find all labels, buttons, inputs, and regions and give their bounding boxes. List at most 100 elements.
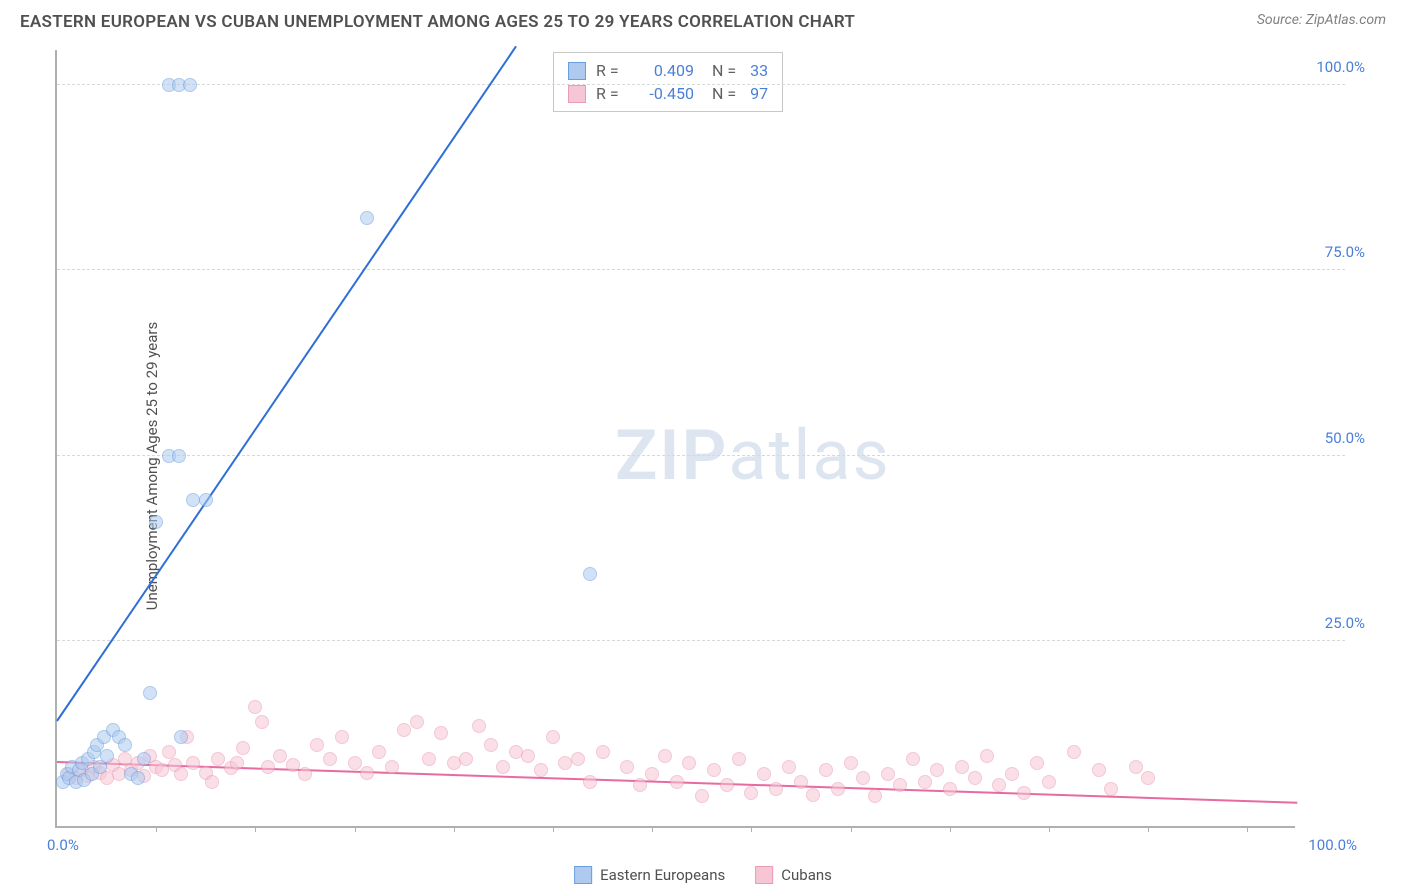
pink-data-point — [583, 775, 597, 789]
pink-data-point — [806, 788, 820, 802]
pink-data-point — [881, 767, 895, 781]
pink-data-point — [670, 775, 684, 789]
pink-data-point — [422, 752, 436, 766]
pink-data-point — [596, 745, 610, 759]
pink-data-point — [410, 715, 424, 729]
x-axis-tick — [156, 826, 157, 832]
x-axis-max-label: 100.0% — [1308, 836, 1357, 854]
pink-data-point — [720, 778, 734, 792]
pink-data-point — [1067, 745, 1081, 759]
n-value: 97 — [750, 84, 768, 103]
pink-data-point — [335, 730, 349, 744]
pink-data-point — [695, 789, 709, 803]
y-axis-tick-label: 75.0% — [1325, 243, 1365, 261]
r-value: -0.450 — [634, 84, 694, 103]
watermark: ZIPatlas — [615, 415, 891, 497]
x-axis-tick — [355, 826, 356, 832]
pink-data-point — [955, 760, 969, 774]
n-label: N = — [712, 84, 736, 103]
pink-data-point — [571, 752, 585, 766]
blue-data-point — [174, 730, 188, 744]
n-value: 33 — [750, 61, 768, 80]
pink-data-point — [521, 749, 535, 763]
legend-label: Cubans — [781, 866, 832, 884]
y-axis-tick-label: 100.0% — [1316, 58, 1365, 76]
pink-data-point — [348, 756, 362, 770]
legend-item-blue: Eastern Europeans — [574, 866, 725, 884]
legend-item-pink: Cubans — [755, 866, 832, 884]
blue-data-point — [583, 567, 597, 581]
pink-data-point — [633, 778, 647, 792]
x-axis-tick — [454, 826, 455, 832]
pink-data-point — [732, 752, 746, 766]
correlation-stats-box: R =0.409N =33R =-0.450N =97 — [553, 52, 783, 112]
blue-data-point — [137, 752, 151, 766]
pink-data-point — [744, 786, 758, 800]
pink-data-point — [1017, 786, 1031, 800]
pink-data-point — [930, 763, 944, 777]
plot-region: ZIPatlas R =0.409N =33R =-0.450N =97 0.0… — [55, 50, 1295, 828]
chart-header: EASTERN EUROPEAN VS CUBAN UNEMPLOYMENT A… — [0, 0, 1406, 40]
pink-data-point — [707, 763, 721, 777]
blue-data-point — [143, 686, 157, 700]
pink-data-point — [968, 771, 982, 785]
blue-data-point — [149, 515, 163, 529]
pink-data-point — [310, 738, 324, 752]
pink-data-point — [273, 749, 287, 763]
pink-data-point — [794, 775, 808, 789]
x-axis-min-label: 0.0% — [47, 836, 79, 854]
pink-data-point — [769, 782, 783, 796]
pink-data-point — [1129, 760, 1143, 774]
pink-data-point — [434, 726, 448, 740]
pink-data-point — [186, 756, 200, 770]
pink-data-point — [162, 745, 176, 759]
blue-data-point — [118, 738, 132, 752]
gridline — [57, 640, 1345, 641]
pink-data-point — [906, 752, 920, 766]
pink-data-point — [819, 763, 833, 777]
pink-data-point — [534, 763, 548, 777]
pink-data-point — [211, 752, 225, 766]
y-axis-tick-label: 50.0% — [1325, 429, 1365, 447]
pink-data-point — [230, 756, 244, 770]
blue-data-point — [183, 78, 197, 92]
r-label: R = — [596, 84, 624, 103]
r-label: R = — [596, 61, 624, 80]
blue-data-point — [172, 449, 186, 463]
pink-data-point — [1005, 767, 1019, 781]
pink-data-point — [1030, 756, 1044, 770]
pink-data-point — [372, 745, 386, 759]
pink-data-point — [918, 775, 932, 789]
x-axis-tick — [1148, 826, 1149, 832]
x-axis-tick — [1049, 826, 1050, 832]
pink-data-point — [856, 771, 870, 785]
pink-data-point — [682, 756, 696, 770]
pink-data-point — [868, 789, 882, 803]
pink-data-point — [1104, 782, 1118, 796]
pink-data-point — [261, 760, 275, 774]
source-attribution: Source: ZipAtlas.com — [1257, 12, 1386, 28]
pink-data-point — [893, 778, 907, 792]
pink-data-point — [286, 758, 300, 772]
x-axis-tick — [255, 826, 256, 832]
blue-data-point — [360, 211, 374, 225]
pink-data-point — [658, 749, 672, 763]
gridline — [57, 269, 1345, 270]
x-axis-tick — [950, 826, 951, 832]
pink-data-point — [205, 775, 219, 789]
blue-data-point — [131, 771, 145, 785]
pink-data-point — [236, 741, 250, 755]
pink-data-point — [1092, 763, 1106, 777]
blue-swatch-icon — [568, 62, 586, 80]
chart-area: Unemployment Among Ages 25 to 29 years Z… — [0, 40, 1406, 892]
stats-row-pink: R = -0.450 N = 97 — [568, 82, 768, 105]
pink-data-point — [174, 767, 188, 781]
pink-legend-swatch-icon — [755, 866, 773, 884]
n-label: N = — [712, 61, 736, 80]
pink-data-point — [620, 760, 634, 774]
pink-data-point — [943, 782, 957, 796]
pink-data-point — [992, 778, 1006, 792]
pink-data-point — [385, 760, 399, 774]
chart-title: EASTERN EUROPEAN VS CUBAN UNEMPLOYMENT A… — [20, 12, 855, 32]
blue-trend-line — [56, 46, 516, 721]
